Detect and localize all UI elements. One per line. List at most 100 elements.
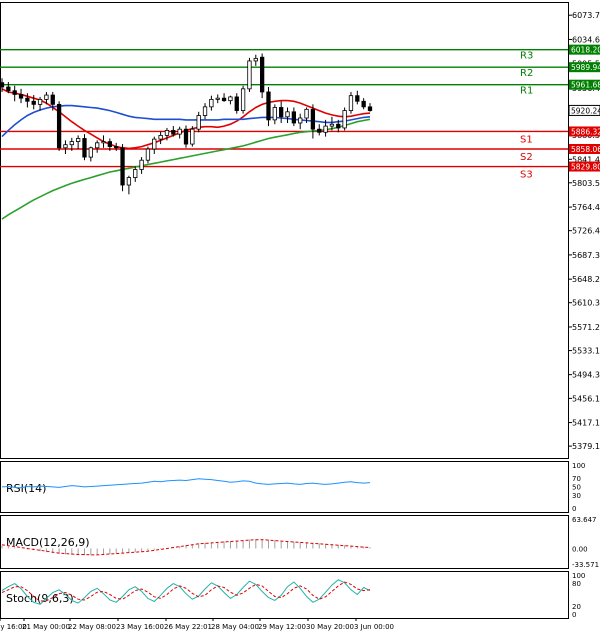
level-name-r2: R2 [520,68,533,79]
stoch-line-k [1,579,371,605]
x-tick-label: 22 May 08:00 [68,623,116,631]
candle-body [158,134,163,140]
candle-body [82,138,87,158]
candle-body [69,141,74,146]
level-name-s1: S1 [520,134,533,145]
candle-body [202,106,208,116]
candle-body [114,146,119,149]
candle-body [272,107,277,121]
candle-body [107,141,113,147]
x-tick-label: 26 May 22:01 [164,623,212,631]
candle-body [75,138,81,142]
candle-body [133,169,138,178]
y-tick-label: 6034.65 [572,35,600,44]
candle-body [25,97,30,102]
level-price-box [569,44,600,55]
rsi-y-tick-label: 30 [572,492,581,500]
candle-body [145,148,151,161]
candle-body [336,123,341,129]
level-name-s2: S2 [520,152,533,163]
y-tick-label: 5764.40 [572,203,600,212]
stoch-y-tick-label: 80 [572,580,581,588]
candle-body [126,177,132,186]
candle-body [139,159,144,170]
level-price-label: 5858.06 [571,145,600,154]
candle-body [228,96,233,102]
x-tick-label: 29 May 12:00 [258,623,306,631]
macd-y-tick-label: -33.571 [572,561,599,569]
candle-body [171,130,176,135]
level-price-box [569,161,600,172]
candle-body [329,123,335,127]
y-tick-label: 5456.10 [572,394,600,403]
level-name-r1: R1 [520,86,533,97]
candle-body [177,128,182,135]
level-name-s3: S3 [520,170,533,181]
candle-body [120,147,125,186]
rsi-y-tick-label: 0 [572,505,576,513]
current-price-box [568,104,600,116]
candle-body [342,110,347,129]
ma-line-moving-average--green- [1,118,371,220]
pane-frame-rsi [0,461,569,513]
candle-body [31,100,36,105]
level-price-box [569,143,600,154]
candle-body [310,108,316,130]
candle-body [355,95,360,102]
pane-frame-macd [0,515,569,569]
y-tick-label: 5571.20 [572,323,600,332]
y-tick-label: 5417.10 [572,419,600,428]
candle-body [317,128,322,133]
y-tick-label: 5687.35 [572,251,600,260]
candle-body [361,100,366,108]
x-tick-label: 3 Jun 00:00 [354,623,394,631]
candle-body [240,88,246,111]
x-tick-label: 21 May 00:00 [22,623,70,631]
level-price-label: 5829.80 [571,163,600,172]
y-tick-label: 5610.30 [572,299,600,308]
stoch-title: Stoch(9,6,3) [6,592,74,605]
y-tick-label: 5648.25 [572,275,600,284]
candle-body [190,128,195,145]
rsi-y-tick-label: 70 [572,475,581,483]
level-price-label: 5989.94 [571,63,600,72]
candle-body [63,144,68,149]
candle-body [88,147,93,158]
candle-body [152,138,157,150]
candle-body [291,111,297,124]
stoch-y-tick-label: 20 [572,603,581,611]
candle-body [259,56,265,93]
macd-title: MACD(12,26,9) [6,536,90,549]
candle-body [221,97,227,102]
rsi-title: RSI(14) [6,482,46,495]
candle-body [209,99,214,108]
candle-body [247,60,252,90]
x-tick-label: 28 May 04:00 [211,623,259,631]
stoch-line-d [1,581,371,602]
candle-body [196,115,201,130]
candle-body [95,142,100,149]
level-price-box [569,126,600,137]
candle-body [12,90,17,95]
candle-body [215,97,220,100]
level-price-box [569,62,600,73]
candle-body [18,94,24,99]
macd-y-tick-label: 63.647 [572,516,597,524]
candle-body [304,108,309,119]
y-tick-label: 5841.45 [572,155,600,164]
level-price-label: 5886.32 [571,127,600,136]
macd-y-tick-label: 0.00 [572,545,588,553]
y-tick-label: 6073.75 [572,11,600,20]
candle-body [164,130,170,136]
stoch-y-tick-label: 0 [572,611,576,619]
candle-body [279,107,284,118]
y-tick-label: 5803.55 [572,179,600,188]
y-tick-label: 5379.15 [572,442,600,451]
candle-body [285,111,290,118]
x-tick-label: 23 May 16:00 [116,623,164,631]
candle-body [367,106,373,111]
pane-frame-main [0,2,569,459]
level-price-label: 6018.20 [571,46,600,55]
